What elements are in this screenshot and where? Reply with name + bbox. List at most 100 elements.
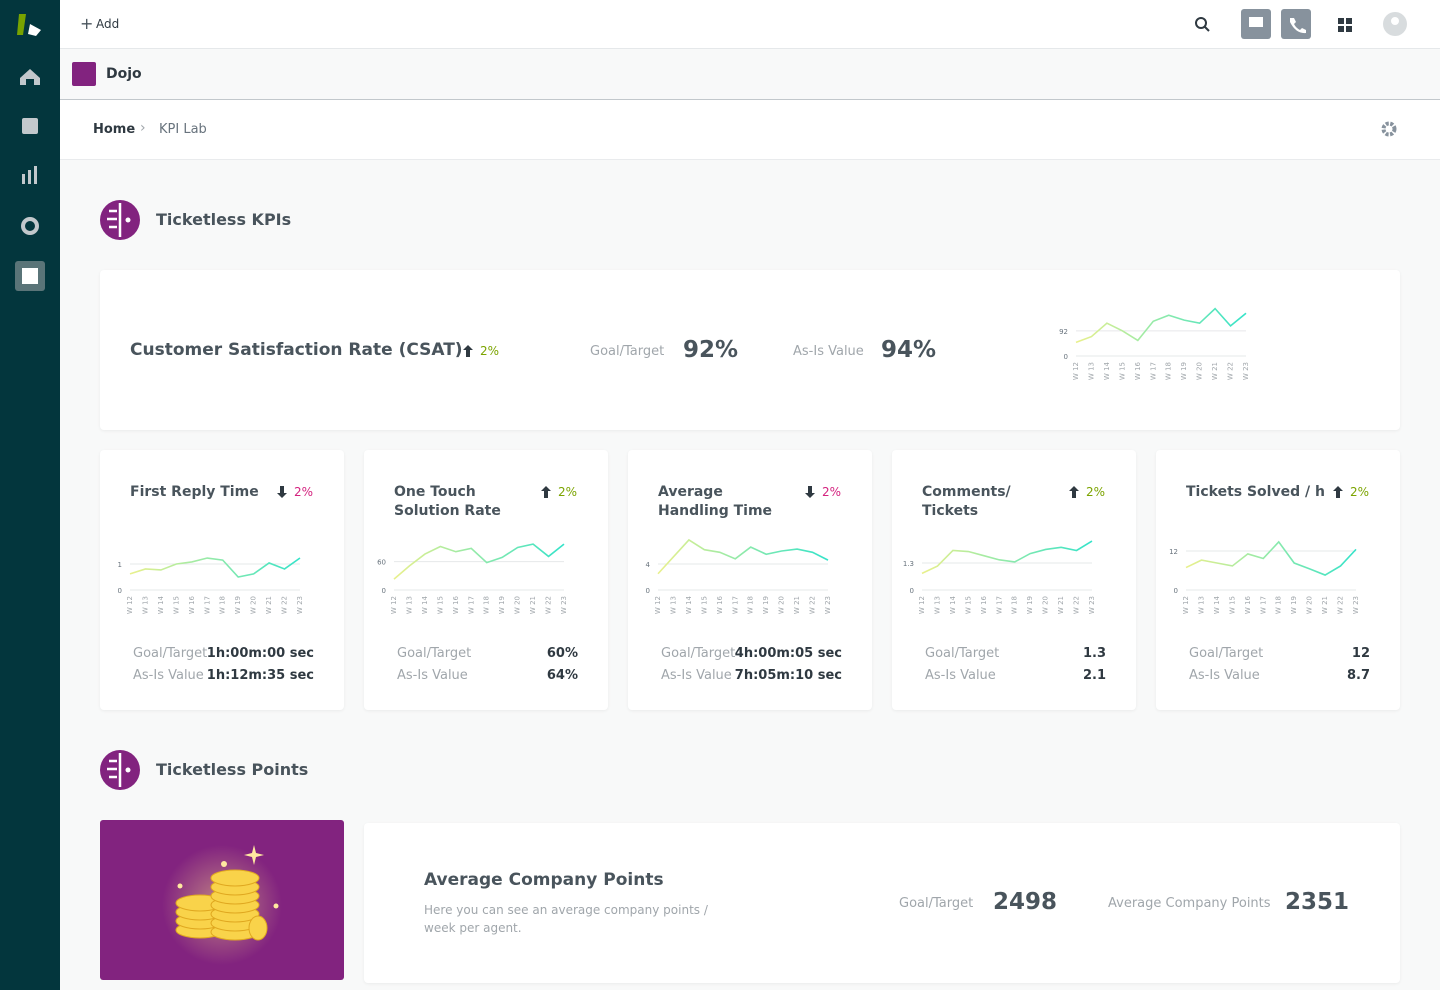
- x-tick-label: W 17: [1259, 596, 1267, 614]
- x-tick-label: W 13: [1197, 596, 1205, 614]
- trend-line: [393, 543, 565, 580]
- asis-value: 94%: [881, 337, 937, 363]
- asis-value: 1h:12m:35 sec: [206, 668, 314, 683]
- asis-value: 7h:05m:10 sec: [734, 668, 842, 683]
- x-tick-label: W 23: [296, 596, 304, 614]
- top-icons: [1195, 9, 1407, 39]
- reports-icon[interactable]: [22, 166, 37, 184]
- goal-label: Goal/Target: [925, 646, 1000, 661]
- sparkline: 0 60 W 12 W 13 W 14 W 15 W 16 W 17 W 18 W 19 W 20 W…: [377, 543, 568, 614]
- x-tick-label: W 12: [1072, 362, 1080, 380]
- kpi-title: Tickets Solved / h: [1186, 484, 1325, 500]
- search-icon[interactable]: [1195, 17, 1207, 29]
- x-tick-label: W 22: [1073, 596, 1081, 614]
- trend-arrow: [541, 486, 551, 498]
- avg-value: 2351: [1285, 889, 1350, 915]
- x-tick-label: W 13: [141, 596, 149, 614]
- breadcrumb-home[interactable]: Home: [93, 122, 136, 137]
- x-tick-label: W 19: [234, 596, 242, 614]
- breadcrumb-separator: ›: [140, 120, 146, 136]
- x-tick-label: W 12: [918, 596, 926, 614]
- goal-value: 92%: [683, 337, 739, 363]
- x-tick-label: W 12: [390, 596, 398, 614]
- y-tick-label: 0: [1174, 587, 1178, 595]
- x-tick-label: W 16: [188, 595, 196, 614]
- trend-value: 2%: [480, 344, 500, 358]
- app-icon: [72, 62, 96, 86]
- trend-line: [657, 538, 829, 575]
- kpi-title: Comments/ Tickets: [922, 484, 1011, 519]
- y-tick-label: 0: [118, 587, 122, 595]
- breadcrumb-current: KPI Lab: [159, 122, 207, 137]
- x-tick-label: W 15: [172, 596, 180, 614]
- x-tick-label: W 21: [1321, 596, 1329, 614]
- trend-value: 2%: [1086, 485, 1106, 499]
- arrow-shape: [463, 345, 473, 357]
- trend-line: [1185, 540, 1357, 576]
- trend-arrow: [1333, 486, 1343, 498]
- y-tick-label: 0: [382, 587, 386, 595]
- x-tick-label: W 15: [700, 596, 708, 614]
- sparkline: 0 1 W 12 W 13 W 14 W 15 W 16 W 17 W 18 W 19 W 20 W …: [118, 557, 304, 614]
- x-tick-label: W 13: [405, 596, 413, 614]
- x-tick-label: W 20: [514, 596, 522, 614]
- trend-arrow: [463, 345, 473, 357]
- x-tick-label: W 20: [250, 596, 258, 614]
- goal-label: Goal/Target: [397, 646, 472, 661]
- x-tick-label: W 16: [716, 595, 724, 614]
- y-tick-label: 0: [646, 587, 650, 595]
- x-tick-label: W 13: [669, 596, 677, 614]
- goal-value: 1h:00m:00 sec: [206, 646, 314, 661]
- arrow-shape: [805, 486, 815, 498]
- x-tick-label: W 20: [1196, 362, 1204, 380]
- points-banner: [100, 820, 344, 980]
- x-tick-label: W 19: [1290, 596, 1298, 614]
- x-tick-label: W 15: [964, 596, 972, 614]
- apps-icon[interactable]: [1338, 18, 1352, 32]
- y-tick-label: 92: [1059, 328, 1068, 336]
- trend-value: 2%: [294, 485, 314, 499]
- kpi-card: Average Handling Time 2% 0 4 W 12 W 13 W 14 W 1…: [628, 450, 872, 710]
- x-tick-label: W 20: [1306, 596, 1314, 614]
- admin-icon[interactable]: [21, 217, 39, 235]
- arrow-shape: [541, 486, 551, 498]
- goal-value: 4h:00m:05 sec: [734, 646, 842, 661]
- x-tick-label: W 14: [949, 595, 957, 614]
- settings-icon[interactable]: [1380, 120, 1398, 138]
- x-tick-label: W 13: [933, 596, 941, 614]
- points-card: Average Company Points Here you can see …: [364, 823, 1400, 983]
- arrow-shape: [1069, 486, 1079, 498]
- asis-label: As-Is Value: [925, 668, 996, 683]
- section-title: Ticketless KPIs: [156, 210, 292, 229]
- x-tick-label: W 17: [203, 596, 211, 614]
- goal-value: 60%: [546, 646, 578, 661]
- y-tick-label: 12: [1169, 548, 1178, 556]
- home-icon[interactable]: [20, 69, 40, 85]
- asis-label: As-Is Value: [1189, 668, 1260, 683]
- x-tick-label: W 23: [824, 596, 832, 614]
- kpi-title: First Reply Time: [130, 484, 259, 500]
- kpi-title: Customer Satisfaction Rate (CSAT): [130, 340, 463, 360]
- avg-label: Average Company Points: [1108, 896, 1271, 911]
- kpi-card: One Touch Solution Rate 2% 0 60 W 12 W 13 W 14…: [364, 450, 608, 710]
- x-tick-label: W 22: [281, 596, 289, 614]
- plus-icon: +: [80, 14, 94, 33]
- x-tick-label: W 12: [126, 596, 134, 614]
- x-tick-label: W 20: [1042, 596, 1050, 614]
- points-description: Here you can see an average company poin…: [424, 903, 708, 935]
- app-name: Dojo: [106, 66, 142, 82]
- asis-label: As-Is Value: [133, 668, 204, 683]
- x-tick-label: W 23: [1242, 362, 1250, 380]
- sidebar: [0, 0, 60, 990]
- y-tick-label: 0: [910, 587, 914, 595]
- kpi-card: First Reply Time 2% 0 1 W 12 W 13 W 14 W 15 W 16…: [100, 450, 344, 710]
- add-button[interactable]: Add: [96, 17, 120, 31]
- views-icon[interactable]: [22, 118, 38, 134]
- x-tick-label: W 23: [560, 596, 568, 614]
- x-tick-label: W 21: [1211, 362, 1219, 380]
- x-tick-label: W 18: [483, 596, 491, 614]
- csat-card: Customer Satisfaction Rate (CSAT) 2% Goa…: [100, 270, 1400, 430]
- talk-icon[interactable]: [1281, 9, 1311, 39]
- section-icon: [100, 200, 140, 240]
- trend-line: [1075, 307, 1247, 344]
